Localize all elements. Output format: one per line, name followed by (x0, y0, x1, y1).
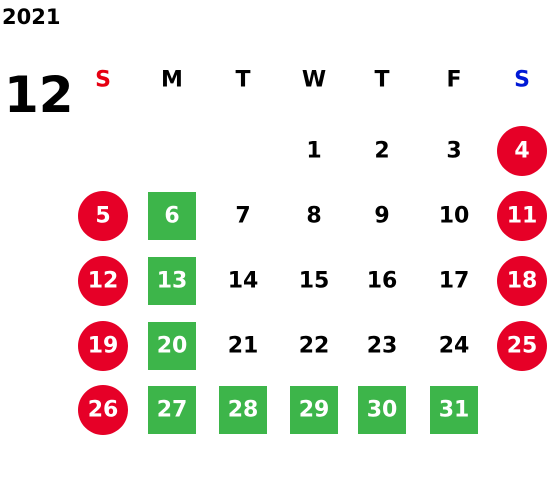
closed-square (148, 322, 196, 370)
day-number: 17 (439, 269, 470, 294)
day-number: 3 (446, 139, 461, 164)
closed-square (148, 257, 196, 305)
holiday-circle (497, 256, 547, 306)
holiday-circle (78, 256, 128, 306)
day-number: 13 (157, 269, 188, 294)
year: 2021 (2, 5, 60, 29)
closed-square (148, 386, 196, 434)
weekday-label: W (302, 68, 326, 93)
day-number: 24 (439, 334, 470, 359)
weekday-label: T (374, 68, 389, 93)
weekday-label: M (161, 68, 183, 93)
day-number: 19 (88, 334, 119, 359)
day-number: 22 (299, 334, 330, 359)
day-number: 29 (299, 398, 330, 423)
day-number: 18 (507, 269, 538, 294)
day-number: 30 (367, 398, 398, 423)
holiday-circle (78, 191, 128, 241)
day-number: 4 (514, 139, 529, 164)
day-number: 23 (367, 334, 398, 359)
day-number: 7 (235, 204, 250, 229)
day-number: 31 (439, 398, 470, 423)
holiday-circle (497, 126, 547, 176)
day-number: 20 (157, 334, 188, 359)
holiday-circle (78, 385, 128, 435)
day-number: 5 (95, 204, 110, 229)
closed-square (430, 386, 478, 434)
day-number: 1 (306, 139, 321, 164)
holiday-circle (497, 191, 547, 241)
day-number: 25 (507, 334, 538, 359)
day-number: 28 (228, 398, 259, 423)
weekday-label: F (446, 68, 461, 93)
day-number: 10 (439, 204, 470, 229)
closed-square (358, 386, 406, 434)
holiday-circle (497, 321, 547, 371)
day-number: 14 (228, 269, 259, 294)
day-number: 21 (228, 334, 259, 359)
day-number: 9 (374, 204, 389, 229)
weekday-label: T (235, 68, 250, 93)
holiday-circle (78, 321, 128, 371)
day-number: 15 (299, 269, 330, 294)
day-number: 16 (367, 269, 398, 294)
weekday-label: S (514, 68, 530, 93)
weekday-label: S (95, 68, 111, 93)
day-number: 27 (157, 398, 188, 423)
day-number: 8 (306, 204, 321, 229)
day-number: 2 (374, 139, 389, 164)
day-number: 11 (507, 204, 538, 229)
closed-square (290, 386, 338, 434)
closed-square (148, 192, 196, 240)
day-number: 26 (88, 398, 119, 423)
day-number: 12 (88, 269, 119, 294)
closed-square (219, 386, 267, 434)
month: 12 (4, 66, 74, 124)
day-number: 6 (164, 204, 179, 229)
